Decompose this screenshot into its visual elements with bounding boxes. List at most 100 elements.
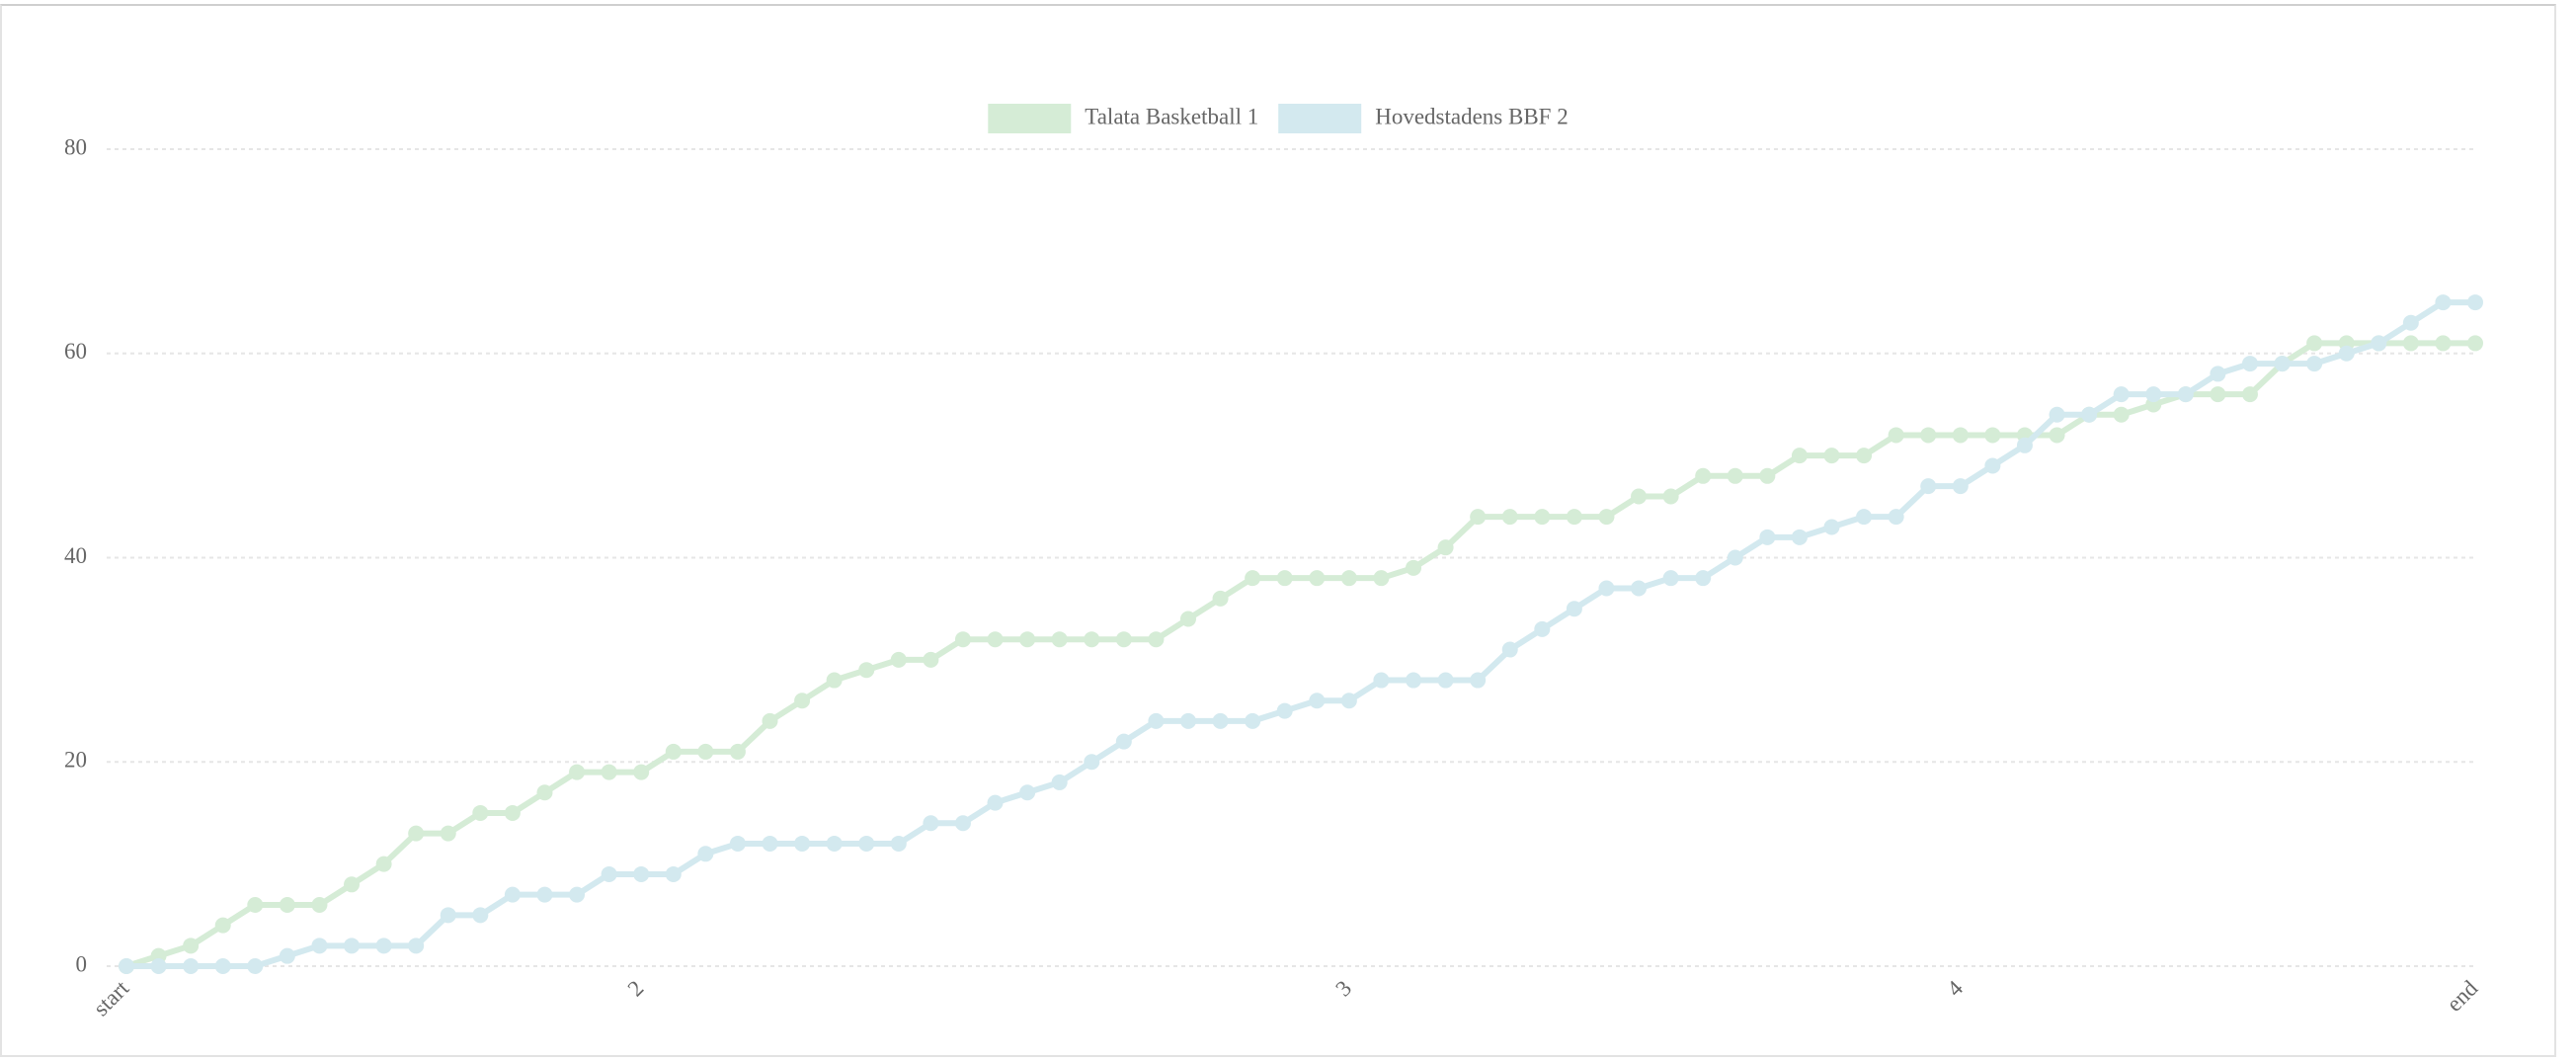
data-point <box>1373 570 1390 587</box>
data-point <box>440 907 456 924</box>
data-point <box>1276 570 1293 587</box>
x-tick-label: start <box>89 975 134 1020</box>
y-tick-label: 20 <box>64 748 87 773</box>
data-point <box>1212 590 1229 607</box>
data-point <box>858 835 875 852</box>
y-tick-label: 40 <box>64 543 87 568</box>
data-point <box>1148 712 1165 729</box>
data-point <box>826 835 843 852</box>
data-point <box>1598 509 1615 526</box>
data-point <box>1115 733 1132 750</box>
data-point <box>601 764 617 780</box>
data-point <box>214 917 231 934</box>
data-point <box>987 794 1004 811</box>
data-point <box>569 764 586 780</box>
data-point <box>1340 570 1357 587</box>
data-point <box>1340 693 1357 709</box>
data-point <box>2113 406 2130 423</box>
data-point <box>826 672 843 689</box>
series-line <box>125 340 2475 969</box>
data-point <box>954 631 971 648</box>
data-point <box>569 886 586 903</box>
data-point <box>472 804 489 821</box>
data-point <box>311 896 328 913</box>
data-point <box>2049 427 2065 444</box>
data-point <box>2081 406 2098 423</box>
data-point <box>1695 570 1712 587</box>
data-point <box>1437 539 1454 556</box>
data-point <box>1566 601 1582 617</box>
y-tick-label: 0 <box>76 951 88 976</box>
data-point <box>2210 366 2226 382</box>
data-point <box>1245 712 1261 729</box>
data-point <box>1179 611 1196 627</box>
data-point <box>1534 509 1551 526</box>
data-point <box>601 865 617 882</box>
data-point <box>1791 529 1808 545</box>
data-point <box>1470 672 1487 689</box>
data-point <box>2467 335 2483 352</box>
data-point <box>472 907 489 924</box>
data-point <box>2402 335 2419 352</box>
data-point <box>1631 488 1648 505</box>
data-point <box>1437 672 1454 689</box>
chart-card <box>0 4 2556 1057</box>
data-point <box>536 886 553 903</box>
data-point <box>1084 631 1100 648</box>
data-point <box>1662 570 1679 587</box>
y-tick-label: 60 <box>64 339 87 364</box>
data-point <box>1984 427 2001 444</box>
data-point <box>1470 509 1487 526</box>
data-point <box>1051 631 1068 648</box>
data-point <box>1501 641 1518 658</box>
data-point <box>2113 386 2130 403</box>
x-tick-label: 3 <box>1330 976 1356 1002</box>
data-point <box>665 865 682 882</box>
data-point <box>119 958 134 974</box>
data-point <box>1856 448 1873 464</box>
data-point <box>1598 580 1615 597</box>
data-point <box>1823 448 1840 464</box>
data-point <box>279 896 295 913</box>
data-point <box>1727 549 1743 566</box>
data-point <box>923 651 939 668</box>
data-point <box>1920 427 1937 444</box>
data-point <box>1212 712 1229 729</box>
data-point <box>1631 580 1648 597</box>
data-point <box>375 938 392 954</box>
data-point <box>1406 559 1422 576</box>
data-point <box>1115 631 1132 648</box>
data-point <box>1148 631 1165 648</box>
x-tick-label: end <box>2442 975 2483 1017</box>
data-point <box>2435 335 2452 352</box>
data-point <box>1856 509 1873 526</box>
data-point <box>183 958 200 974</box>
data-point <box>1791 448 1808 464</box>
data-point <box>794 835 811 852</box>
data-point <box>987 631 1004 648</box>
data-point <box>697 743 714 760</box>
data-point <box>1823 519 1840 535</box>
data-point <box>2241 356 2258 372</box>
data-point <box>1309 693 1326 709</box>
data-point <box>1920 478 1937 495</box>
data-point <box>858 662 875 679</box>
data-point <box>1051 774 1068 790</box>
data-point <box>633 865 650 882</box>
data-point <box>2241 386 2258 403</box>
data-point <box>2049 406 2065 423</box>
data-point <box>279 947 295 964</box>
data-point <box>1759 529 1776 545</box>
x-tick-label: 2 <box>623 976 649 1002</box>
data-point <box>2402 314 2419 331</box>
data-point <box>1406 672 1422 689</box>
data-point <box>150 958 167 974</box>
data-point <box>2210 386 2226 403</box>
data-point <box>665 743 682 760</box>
data-point <box>890 651 907 668</box>
data-point <box>762 835 778 852</box>
data-point <box>1662 488 1679 505</box>
data-point <box>1179 712 1196 729</box>
data-point <box>1888 427 1904 444</box>
